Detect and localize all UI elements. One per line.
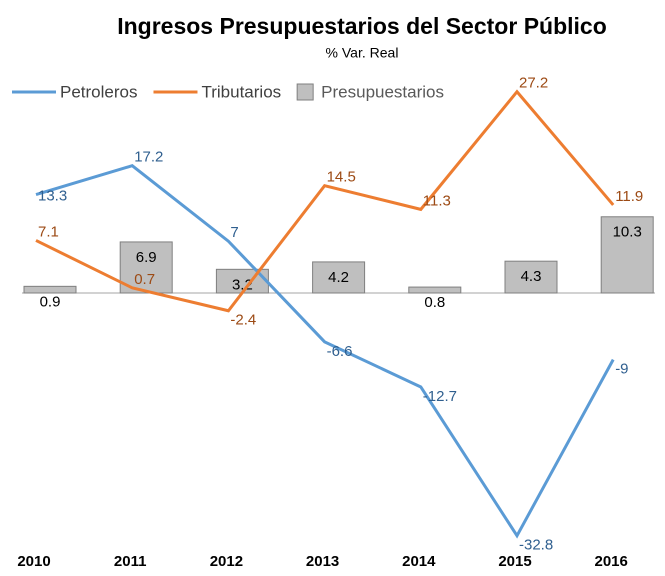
data-label: 11.9	[615, 188, 643, 205]
data-label: 3.2	[232, 276, 253, 293]
data-label: -32.8	[519, 537, 553, 554]
x-tick-label: 2013	[306, 553, 339, 570]
data-label: 0.8	[424, 294, 445, 311]
data-label: 11.3	[423, 192, 451, 209]
x-tick-label: 2014	[402, 553, 436, 570]
legend-label: Petroleros	[60, 82, 137, 101]
data-label: 7	[230, 224, 238, 241]
data-label: 17.2	[134, 149, 163, 166]
bar	[23, 285, 77, 294]
legend-label: Presupuestarios	[321, 82, 444, 101]
data-label: -12.7	[423, 388, 457, 405]
data-label: -2.4	[230, 312, 256, 329]
bar	[119, 241, 173, 294]
data-label: 14.5	[327, 169, 356, 186]
data-label: 0.7	[134, 271, 155, 288]
x-tick-label: 2012	[210, 553, 243, 570]
data-label: 10.3	[613, 224, 642, 241]
data-label: -6.6	[327, 343, 353, 360]
x-tick-label: 2015	[498, 553, 531, 570]
data-label: 6.9	[136, 249, 157, 266]
line	[35, 89, 615, 313]
data-label: 7.1	[38, 223, 59, 240]
legend-label: Tributarios	[201, 82, 281, 101]
x-tick-label: 2010	[17, 553, 50, 570]
data-label: -9	[615, 361, 628, 378]
data-label: 4.2	[328, 269, 349, 286]
x-tick-label: 2016	[595, 553, 628, 570]
x-tick-label: 2011	[114, 553, 147, 570]
line	[35, 164, 615, 539]
chart-subtitle: % Var. Real	[326, 45, 399, 61]
chart-title: Ingresos Presupuestarios del Sector Públ…	[117, 13, 607, 39]
bar	[504, 260, 558, 294]
bar	[600, 216, 654, 294]
legend-swatch	[296, 83, 314, 101]
bar	[408, 286, 462, 294]
data-label: 0.9	[40, 293, 61, 310]
data-label: 4.3	[521, 268, 542, 285]
bar	[312, 261, 366, 294]
data-label: 13.3	[38, 188, 67, 205]
data-label: 27.2	[519, 75, 548, 92]
